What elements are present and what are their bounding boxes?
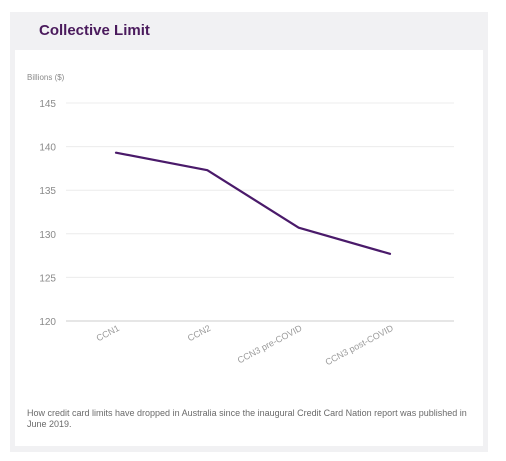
chart-panel (15, 50, 483, 446)
y-tick-label: 120 (39, 317, 56, 328)
series-line (114, 151, 392, 255)
y-tick-label: 140 (39, 143, 56, 154)
chart-card: Collective Limit (10, 12, 488, 452)
x-tick-label: CCN1 (95, 323, 121, 343)
y-tick-label: 145 (39, 99, 56, 110)
chart-title: Collective Limit (39, 22, 150, 39)
x-tick-label: CCN3 pre-COVID (236, 323, 304, 366)
y-tick-label: 125 (39, 273, 56, 284)
y-tick-label: 130 (39, 230, 56, 241)
chart-header: Collective Limit (10, 12, 488, 48)
chart-caption: How credit card limits have dropped in A… (27, 408, 467, 429)
y-tick-label: 135 (39, 186, 56, 197)
x-tick-label: CCN2 (186, 323, 212, 343)
y-axis-title: Billions ($) (27, 73, 65, 82)
x-tick-label: CCN3 post-COVID (324, 323, 396, 368)
